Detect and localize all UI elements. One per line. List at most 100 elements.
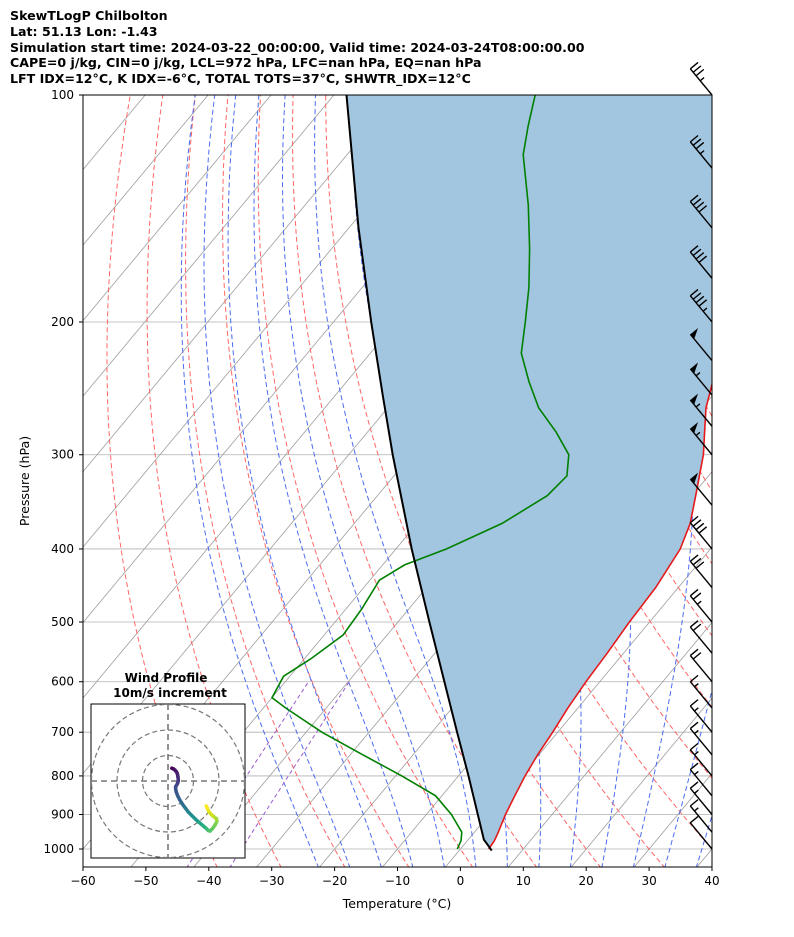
x-tick-label: 40 <box>704 874 719 888</box>
dry-adiabat-line <box>711 78 794 868</box>
hodograph-ring <box>116 729 220 833</box>
wind-barbs <box>689 61 713 850</box>
wind-barb-staff <box>689 822 713 850</box>
title-line-location: SkewTLogP Chilbolton <box>10 8 168 23</box>
wind-barb <box>689 721 713 756</box>
wind-barb-full <box>689 815 699 824</box>
wind-barb <box>689 742 713 777</box>
isotherm-line <box>444 546 712 867</box>
wind-barb-half <box>694 770 699 776</box>
x-tick-label: −30 <box>259 874 284 888</box>
x-axis-ticks: −60 −50 −40 −30 −20 −10 0 10 20 30 40 <box>70 867 720 888</box>
wind-barb <box>689 515 713 550</box>
x-tick-label: −10 <box>385 874 410 888</box>
wind-barb-staff <box>689 522 713 550</box>
wind-barb-staff <box>689 681 713 709</box>
wind-barb-full <box>692 623 702 632</box>
wind-barb <box>689 762 713 797</box>
y-axis-ticks: 1000 900 800 700 600 500 400 300 200 100 <box>43 88 83 856</box>
wind-barb-half <box>694 751 699 756</box>
wind-barb-full <box>695 141 705 150</box>
wind-barb <box>689 674 713 709</box>
wind-barb <box>689 134 713 169</box>
wind-barb-half <box>695 372 701 377</box>
isotherm-line <box>83 95 398 473</box>
x-tick-label: −60 <box>70 874 95 888</box>
wind-barb <box>689 422 713 456</box>
wind-barb-half <box>694 683 699 688</box>
wind-barb-full <box>692 65 702 73</box>
wind-barb-full <box>689 61 699 70</box>
moist-adiabat-line <box>227 95 382 867</box>
wind-barb-full <box>695 68 705 77</box>
wind-barb-full <box>689 588 699 597</box>
dry-adiabat-line <box>775 78 794 868</box>
dry-adiabat-line <box>292 95 538 867</box>
wind-barb-half <box>699 150 705 155</box>
wind-barb <box>689 472 713 506</box>
wind-barb-staff <box>689 769 713 797</box>
x-tick-label: −40 <box>196 874 221 888</box>
wind-barb-full <box>692 519 702 527</box>
wind-barb-staff <box>689 749 713 777</box>
dry-adiabat-line <box>743 78 794 868</box>
wind-barb-full <box>689 134 699 143</box>
wind-barb-full <box>689 762 699 771</box>
wind-barb <box>689 61 713 96</box>
dry-adiabat-line <box>222 95 410 867</box>
hodograph-subtitle: 10m/s increment <box>113 686 227 700</box>
wind-barb-full <box>689 781 699 789</box>
y-tick-label: 500 <box>51 615 74 629</box>
title-line-cape: CAPE=0 j/kg, CIN=0 j/kg, LCL=972 hPa, LF… <box>10 55 482 71</box>
wind-barb-half <box>694 707 699 712</box>
wind-barb-half <box>702 307 708 312</box>
wind-barb <box>689 781 713 815</box>
y-tick-label: 600 <box>51 675 74 689</box>
chart-header: SkewTLogP Chilbolton Lat: 51.13 Lon: -1.… <box>10 8 584 87</box>
y-tick-label: 200 <box>51 315 74 329</box>
cape-cin-shading <box>346 95 712 851</box>
wind-barb-flag <box>690 362 699 374</box>
wind-barb-full <box>695 201 705 210</box>
wind-barb-half <box>694 729 699 735</box>
wind-barb-half <box>694 807 699 812</box>
wind-barb-full <box>689 799 699 807</box>
wind-barb <box>689 362 713 396</box>
wind-barb <box>689 699 713 733</box>
x-tick-label: −20 <box>322 874 347 888</box>
wind-barb-full <box>689 620 699 628</box>
hodograph-inset: Wind Profile 10m/s increment <box>90 671 246 859</box>
y-tick-label: 700 <box>51 725 74 739</box>
wind-barb-staff <box>689 705 713 733</box>
x-tick-label: 10 <box>516 874 531 888</box>
y-tick-label: 300 <box>51 448 74 462</box>
y-tick-label: 100 <box>51 88 74 102</box>
hodograph-title: Wind Profile <box>125 671 208 685</box>
dry-adiabat-line <box>185 95 346 867</box>
wind-barb-staff <box>689 787 713 815</box>
wind-barb-half <box>696 600 702 605</box>
wind-barb-full <box>692 557 702 566</box>
wind-barb-full <box>689 245 699 253</box>
wind-barb-flag <box>690 422 699 434</box>
isotherm-line <box>507 621 712 867</box>
wind-barb-staff <box>689 728 713 756</box>
dry-adiabat-line <box>106 95 218 867</box>
wind-barb-staff <box>689 560 713 588</box>
wind-barb-staff <box>689 295 713 323</box>
wind-barb-full <box>698 205 708 213</box>
wind-barb-staff <box>689 655 713 683</box>
wind-barb-full <box>692 652 702 660</box>
dewpoint-line <box>270 95 570 850</box>
wind-barb-full <box>695 252 705 260</box>
wind-barb-full <box>689 699 699 707</box>
wind-barb <box>689 799 713 833</box>
wind-barb <box>689 554 713 588</box>
wind-barb <box>689 620 713 654</box>
wind-barb-flag <box>690 472 699 484</box>
isotherm-line <box>759 78 794 868</box>
moist-adiabat-line <box>203 95 351 867</box>
wind-barb-staff <box>689 805 713 833</box>
wind-barb-full <box>692 592 702 600</box>
